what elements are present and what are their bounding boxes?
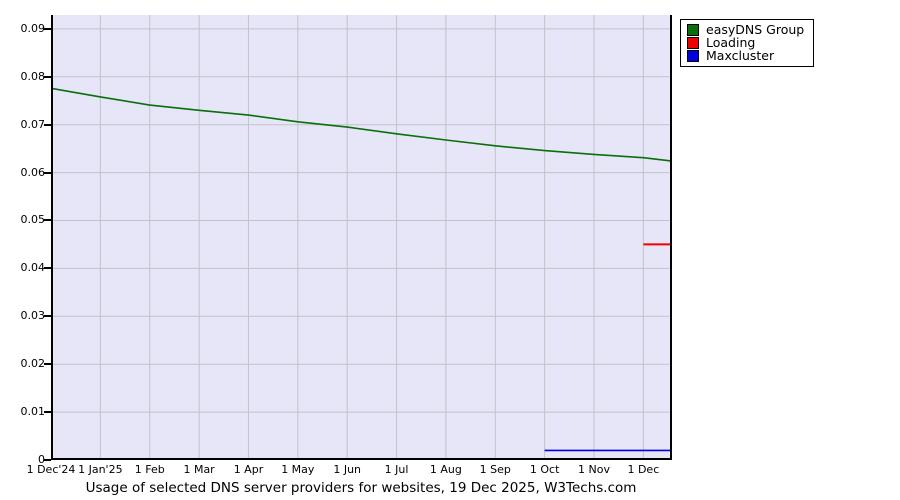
x-axis-label: 1 Nov — [578, 463, 610, 476]
legend-swatch-loading — [687, 36, 699, 49]
legend: easyDNS Group Loading Maxcluster — [680, 19, 815, 67]
x-axis-label: 1 Apr — [233, 463, 264, 476]
legend-item: easyDNS Group — [687, 23, 804, 36]
y-axis-tick — [44, 315, 51, 318]
x-axis-label: 1 Jul — [384, 463, 409, 476]
chart-caption: Usage of selected DNS server providers f… — [85, 480, 637, 496]
legend-swatch-maxcluster — [687, 49, 699, 62]
x-axis-label: 1 May — [281, 463, 315, 476]
y-axis-label: 0.03 — [20, 309, 46, 323]
y-axis-label: 0.01 — [20, 405, 46, 419]
legend-label: Maxcluster — [706, 48, 775, 63]
x-axis-label: 1 Dec — [627, 463, 660, 476]
x-axis-label: 1 Jun — [333, 463, 362, 476]
plot-canvas — [51, 15, 672, 460]
y-axis-tick — [44, 123, 51, 126]
x-axis-label: 1 Oct — [529, 463, 560, 476]
y-axis-tick — [44, 267, 51, 270]
legend-item: Maxcluster — [687, 49, 804, 62]
y-axis-tick — [44, 171, 51, 174]
y-axis-label: 0.08 — [20, 69, 46, 83]
y-axis-tick — [44, 363, 51, 366]
legend-label: Loading — [706, 35, 756, 50]
y-axis-label: 0.09 — [20, 21, 46, 35]
y-axis-label: 0.07 — [20, 117, 46, 131]
x-axis-label: 1 Feb — [134, 463, 165, 476]
plot-area — [51, 15, 672, 460]
series-line-easydns-group — [51, 87, 672, 162]
legend-item: Loading — [687, 36, 804, 49]
y-axis-tick — [44, 219, 51, 222]
y-axis-label: 0 — [38, 453, 45, 466]
x-axis-label: 1 Dec'24 — [26, 463, 76, 476]
y-axis-label: 0.02 — [20, 357, 46, 371]
y-axis-label: 0.05 — [20, 213, 46, 227]
x-axis-label: 1 Mar — [183, 463, 215, 476]
y-axis-label: 0.06 — [20, 165, 46, 179]
y-axis-tick — [44, 75, 51, 78]
y-axis-tick — [44, 459, 51, 461]
legend-label: easyDNS Group — [706, 22, 805, 37]
y-axis-label: 0.04 — [20, 261, 46, 275]
y-axis-tick — [44, 27, 51, 30]
x-axis-label: 1 Sep — [479, 463, 511, 476]
legend-swatch-easydns-group — [687, 23, 699, 36]
y-axis-tick — [44, 411, 51, 414]
x-axis-label: 1 Aug — [429, 463, 462, 476]
x-axis-label: 1 Jan'25 — [78, 463, 123, 476]
